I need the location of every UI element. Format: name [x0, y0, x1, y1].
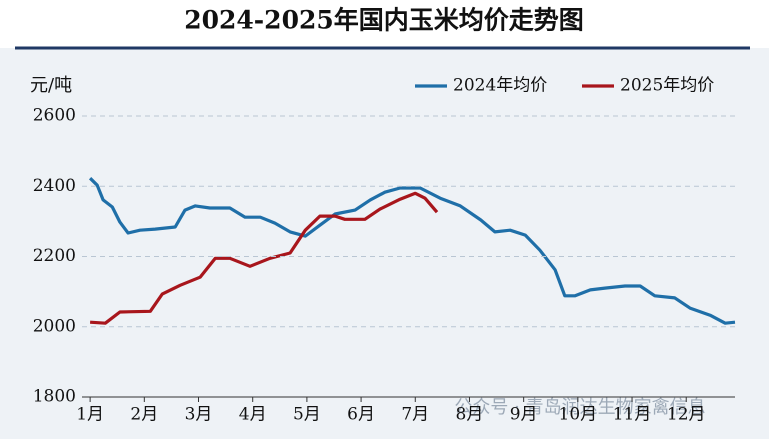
series-line	[88, 177, 736, 325]
chart-title: 2024-2025年国内玉米均价走势图	[184, 6, 584, 35]
x-tick-label: 11月	[613, 405, 652, 425]
legend-label: 2025年均价	[620, 76, 714, 96]
y-tick-label: 1800	[33, 387, 76, 407]
x-tick-label: 8月	[456, 405, 484, 425]
x-tick-label: 3月	[185, 405, 213, 425]
x-tick-label: 1月	[76, 405, 104, 425]
y-axis-label: 元/吨	[30, 75, 72, 96]
x-tick-label: 4月	[239, 405, 267, 425]
series-line	[89, 191, 439, 325]
x-tick-label: 5月	[293, 405, 321, 425]
y-tick-label: 2200	[33, 246, 76, 266]
x-tick-label: 2月	[130, 405, 158, 425]
x-tick-label: 12月	[667, 405, 706, 425]
x-tick-label: 7月	[401, 405, 429, 425]
x-tick-label: 9月	[510, 405, 538, 425]
legend-label: 2024年均价	[453, 76, 547, 96]
y-tick-label: 2000	[33, 316, 76, 336]
y-tick-label: 2400	[33, 176, 76, 196]
title-band	[0, 0, 769, 48]
x-tick-label: 10月	[559, 405, 598, 425]
y-tick-label: 2600	[33, 106, 76, 126]
x-tick-label: 6月	[347, 405, 375, 425]
watermark: 公众号 · 青岛润达生物家禽信息	[454, 397, 705, 418]
